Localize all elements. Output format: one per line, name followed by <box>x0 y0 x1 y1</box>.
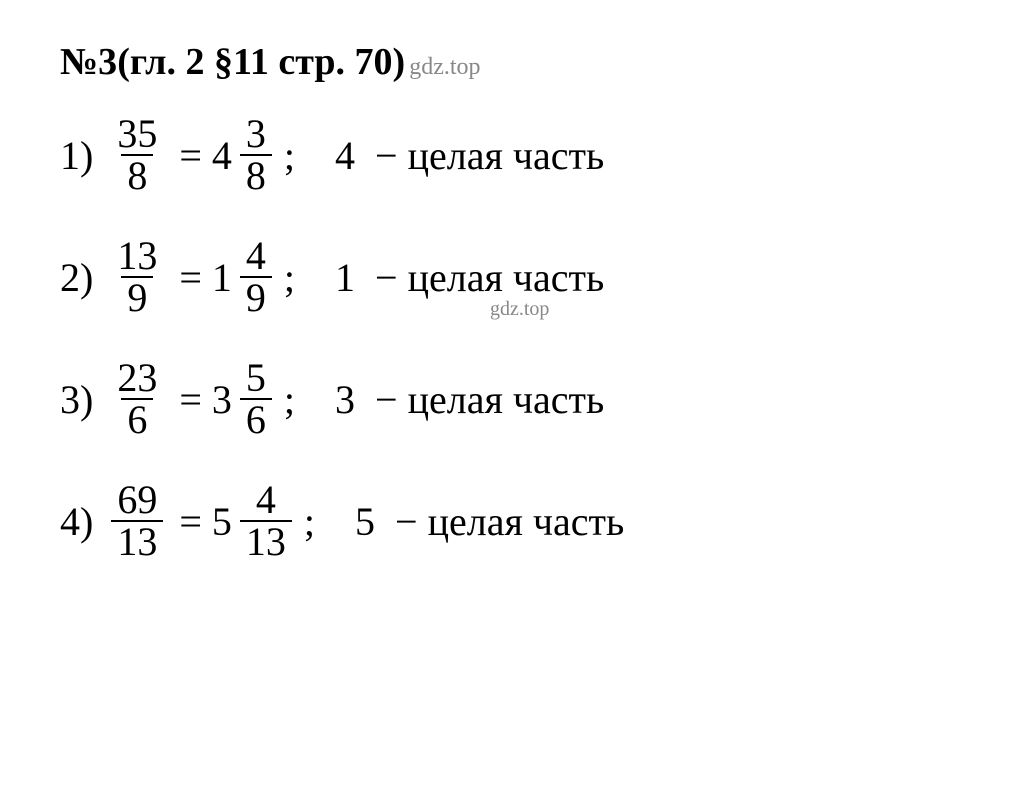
answer: 4 − целая часть <box>335 132 604 179</box>
answer: 5 − целая часть <box>355 498 624 545</box>
mixed-whole: 3 <box>212 376 232 423</box>
improper-fraction: 13 9 <box>111 236 163 318</box>
answer-text: целая часть <box>408 132 605 179</box>
denominator: 8 <box>121 154 153 196</box>
equals-sign: = <box>179 132 202 179</box>
problem-row-4: 4) 69 13 = 5 4 13 ; 5 − целая часть <box>60 480 957 562</box>
numerator: 69 <box>111 480 163 520</box>
mixed-numerator: 3 <box>240 114 272 154</box>
problem-row-1: 1) 35 8 = 4 3 8 ; 4 − целая часть <box>60 114 957 196</box>
numerator: 13 <box>111 236 163 276</box>
watermark-top: gdz.top <box>409 54 480 81</box>
denominator: 13 <box>111 520 163 562</box>
answer-value: 1 <box>335 254 355 301</box>
answer-text: целая часть <box>428 498 625 545</box>
problem-index: 1) <box>60 132 93 179</box>
problem-header: №3 (гл. 2 §11 стр. 70) gdz.top <box>60 40 957 84</box>
dash: − <box>375 254 398 301</box>
mixed-whole: 4 <box>212 132 232 179</box>
mixed-fraction: 4 13 <box>240 480 292 562</box>
answer-value: 3 <box>335 376 355 423</box>
semicolon: ; <box>284 254 295 301</box>
dash: − <box>375 132 398 179</box>
improper-fraction: 35 8 <box>111 114 163 196</box>
mixed-fraction: 3 8 <box>240 114 272 196</box>
watermark-mid: gdz.top <box>490 298 549 321</box>
answer-value: 4 <box>335 132 355 179</box>
mixed-whole: 5 <box>212 498 232 545</box>
mixed-numerator: 4 <box>250 480 282 520</box>
problem-row-2: 2) 13 9 = 1 4 9 ; 1 − целая часть gdz.to… <box>60 236 957 318</box>
equals-sign: = <box>179 254 202 301</box>
problem-index: 2) <box>60 254 93 301</box>
denominator: 9 <box>121 276 153 318</box>
denominator: 6 <box>121 398 153 440</box>
mixed-denominator: 6 <box>240 398 272 440</box>
dash: − <box>375 376 398 423</box>
semicolon: ; <box>284 132 295 179</box>
problem-label: №3 <box>60 40 117 84</box>
mixed-fraction: 5 6 <box>240 358 272 440</box>
mixed-number: 3 5 6 <box>212 358 278 440</box>
improper-fraction: 69 13 <box>111 480 163 562</box>
equals-sign: = <box>179 498 202 545</box>
mixed-fraction: 4 9 <box>240 236 272 318</box>
mixed-numerator: 5 <box>240 358 272 398</box>
mixed-denominator: 9 <box>240 276 272 318</box>
answer-text: целая часть <box>408 254 605 301</box>
equals-sign: = <box>179 376 202 423</box>
mixed-numerator: 4 <box>240 236 272 276</box>
semicolon: ; <box>284 376 295 423</box>
dash: − <box>395 498 418 545</box>
numerator: 35 <box>111 114 163 154</box>
mixed-denominator: 8 <box>240 154 272 196</box>
problem-row-3: 3) 23 6 = 3 5 6 ; 3 − целая часть <box>60 358 957 440</box>
mixed-whole: 1 <box>212 254 232 301</box>
mixed-number: 5 4 13 <box>212 480 298 562</box>
mixed-number: 4 3 8 <box>212 114 278 196</box>
semicolon: ; <box>304 498 315 545</box>
answer: 1 − целая часть <box>335 254 604 301</box>
chapter-info: (гл. 2 §11 стр. 70) <box>117 40 405 84</box>
answer-text: целая часть <box>408 376 605 423</box>
mixed-number: 1 4 9 <box>212 236 278 318</box>
answer: 3 − целая часть <box>335 376 604 423</box>
mixed-denominator: 13 <box>240 520 292 562</box>
answer-value: 5 <box>355 498 375 545</box>
problem-index: 4) <box>60 498 93 545</box>
improper-fraction: 23 6 <box>111 358 163 440</box>
problem-index: 3) <box>60 376 93 423</box>
numerator: 23 <box>111 358 163 398</box>
